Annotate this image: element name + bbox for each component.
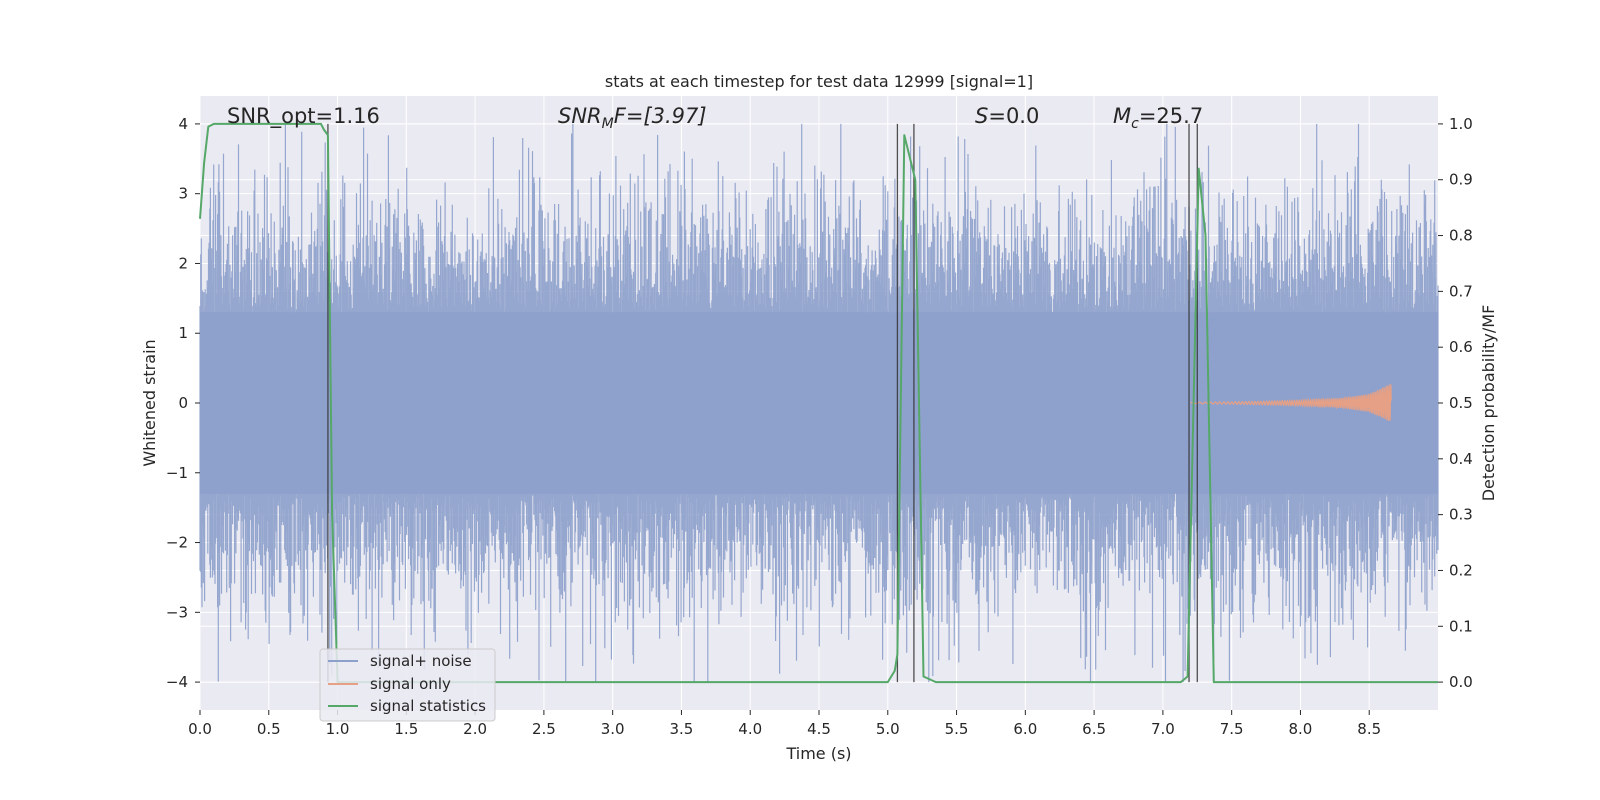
annotation-snr-mf-prefix: SNR: [558, 104, 602, 128]
signal-noise-series: [199, 123, 1439, 683]
y-right-tick-label: 0.3: [1449, 506, 1473, 524]
legend-box: [319, 648, 496, 722]
axis-ticks: 0.0 0.5 1.0 1.5 2.0 2.5 3.0 3.5 4.0 4.5 5.0 5.5 6.0 6…: [166, 115, 1473, 738]
legend-label-signal-statistics: signal statistics: [370, 697, 486, 715]
x-tick-label: 6.5: [1082, 720, 1106, 738]
y-left-tick-label: 1: [178, 324, 188, 342]
y-axis-label-left: Whitened strain: [140, 339, 159, 466]
x-tick-label: 0.5: [257, 720, 281, 738]
x-tick-label: 2.0: [463, 720, 487, 738]
legend: signal+ noise signal only signal statist…: [319, 648, 496, 722]
x-tick-label: 5.0: [876, 720, 900, 738]
x-tick-label: 7.5: [1220, 720, 1244, 738]
annotation-snr-mf-suffix: F=[3.97]: [614, 104, 707, 128]
legend-label-signal-noise: signal+ noise: [370, 652, 472, 670]
y-left-tick-label: −2: [166, 534, 188, 552]
y-right-tick-label: 0.6: [1449, 338, 1473, 356]
y-right-tick-label: 0.1: [1449, 617, 1473, 635]
y-right-tick-label: 0.0: [1449, 673, 1473, 691]
annotation-mc-var: M: [1113, 104, 1131, 128]
annotation-s: S=0.0: [975, 104, 1039, 128]
x-tick-label: 4.0: [738, 720, 762, 738]
y-right-tick-label: 0.7: [1449, 282, 1473, 300]
annotation-snr-mf: SNRMF=[3.97]: [558, 104, 707, 132]
y-right-tick-label: 0.4: [1449, 450, 1473, 468]
signal-only-line: [1190, 384, 1392, 421]
x-tick-label: 0.0: [188, 720, 212, 738]
annotation-mc-value: =25.7: [1139, 104, 1203, 128]
x-tick-label: 3.5: [670, 720, 694, 738]
x-tick-label: 3.0: [601, 720, 625, 738]
y-right-tick-label: 1.0: [1449, 115, 1473, 133]
annotation-snr-opt: SNR_opt=1.16: [227, 104, 380, 129]
y-left-tick-label: 0: [178, 394, 188, 412]
x-tick-label: 4.5: [807, 720, 831, 738]
x-tick-label: 6.0: [1013, 720, 1037, 738]
x-tick-label: 1.0: [326, 720, 350, 738]
x-tick-label: 2.5: [532, 720, 556, 738]
x-axis-label: Time (s): [785, 744, 851, 763]
y-left-tick-label: −1: [166, 464, 188, 482]
y-right-tick-label: 0.5: [1449, 394, 1473, 412]
x-tick-label: 8.0: [1289, 720, 1313, 738]
x-tick-label: 1.5: [394, 720, 418, 738]
y-right-tick-label: 0.9: [1449, 171, 1473, 189]
chart-title: stats at each timestep for test data 129…: [605, 72, 1033, 91]
y-right-tick-label: 0.8: [1449, 227, 1473, 245]
annotation-snr-mf-sub: M: [602, 116, 614, 132]
annotation-mc-sub: c: [1131, 116, 1139, 132]
y-left-tick-label: 2: [178, 254, 188, 272]
signal-statistics-series: [199, 122, 1438, 684]
y-axis-label-right: Detection probability/MF: [1479, 305, 1498, 502]
y-right-tick-label: 0.2: [1449, 561, 1473, 579]
y-left-tick-label: 3: [178, 185, 188, 203]
annotation-s-value: =0.0: [988, 104, 1039, 128]
y-left-tick-label: −3: [166, 603, 188, 621]
y-left-tick-label: −4: [166, 673, 188, 691]
annotation-s-var: S: [975, 104, 988, 128]
legend-label-signal-only: signal only: [370, 675, 451, 693]
x-tick-label: 5.5: [945, 720, 969, 738]
signal-noise-core: [200, 312, 1438, 494]
signal-only-series: [1190, 384, 1392, 421]
annotation-mc: Mc=25.7: [1113, 104, 1203, 132]
x-tick-label: 7.0: [1151, 720, 1175, 738]
signal-statistics-line: [199, 122, 1438, 684]
x-tick-label: 8.5: [1357, 720, 1381, 738]
y-left-tick-label: 4: [178, 115, 188, 133]
